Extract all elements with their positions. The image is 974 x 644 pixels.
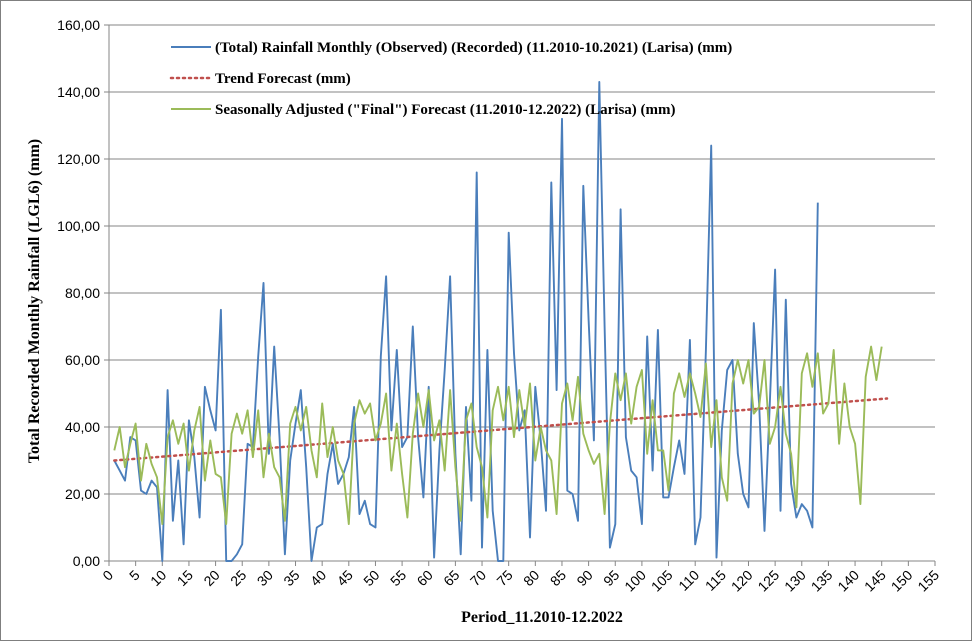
x-tick-label: 60 — [414, 567, 436, 589]
grid-lines — [109, 24, 935, 495]
x-tick-label: 125 — [754, 567, 782, 595]
y-tick-label: 0,00 — [73, 553, 100, 569]
x-tick-label: 150 — [888, 567, 916, 595]
x-tick-label: 120 — [728, 567, 756, 595]
x-tick-label: 75 — [493, 567, 515, 589]
x-tick-label: 65 — [440, 567, 462, 589]
observed-series-line — [113, 80, 819, 562]
x-tick-label: 5 — [126, 567, 143, 584]
x-tick-label: 50 — [360, 567, 382, 589]
forecast-series-line — [113, 345, 883, 526]
axes — [104, 24, 936, 566]
x-tick-label: 15 — [174, 567, 196, 589]
x-tick-label: 40 — [307, 567, 329, 589]
x-tick-label: 10 — [147, 567, 169, 589]
x-tick-label: 20 — [200, 567, 222, 589]
x-tick-label: 105 — [648, 567, 676, 595]
y-tick-label: 140,00 — [57, 84, 100, 100]
trend-series-line — [113, 397, 889, 462]
y-tick-label: 60,00 — [65, 352, 100, 368]
x-tick-label: 90 — [573, 567, 595, 589]
forecast-legend-label: Seasonally Adjusted ("Final") Forecast (… — [215, 102, 676, 118]
x-tick-label: 135 — [808, 567, 836, 595]
y-tick-label: 80,00 — [65, 285, 100, 301]
x-tick-label: 45 — [334, 567, 356, 589]
x-tick-label: 0 — [99, 567, 116, 584]
trend-legend-label: Trend Forecast (mm) — [215, 71, 351, 87]
observed-legend-label: (Total) Rainfall Monthly (Observed) (Rec… — [215, 40, 732, 56]
x-tick-label: 35 — [280, 567, 302, 589]
y-tick-label: 20,00 — [65, 486, 100, 502]
y-tick-label: 100,00 — [57, 218, 100, 234]
y-axis-title: Total Recorded Monthly Rainfall (LGL6) (… — [26, 139, 43, 463]
x-axis-title: Period_11.2010-12.2022 — [461, 609, 623, 626]
x-tick-label: 100 — [621, 567, 649, 595]
legend: (Total) Rainfall Monthly (Observed) (Rec… — [169, 40, 732, 118]
y-tick-label: 40,00 — [65, 419, 100, 435]
x-tick-label: 25 — [227, 567, 249, 589]
x-tick-label: 30 — [254, 567, 276, 589]
x-tick-label: 70 — [467, 567, 489, 589]
x-tick-label: 115 — [702, 567, 729, 594]
x-tick-label: 155 — [914, 567, 942, 595]
x-tick-label: 95 — [600, 567, 622, 589]
y-tick-label: 160,00 — [57, 17, 100, 33]
x-tick-label: 110 — [675, 567, 702, 594]
x-tick-label: 85 — [547, 567, 569, 589]
x-tick-label: 55 — [387, 567, 409, 589]
x-tick-label: 145 — [861, 567, 889, 595]
y-tick-label: 120,00 — [57, 151, 100, 167]
series — [113, 80, 889, 562]
x-tick-label: 140 — [834, 567, 862, 595]
x-tick-label: 80 — [520, 567, 542, 589]
x-tick-label: 130 — [781, 567, 809, 595]
